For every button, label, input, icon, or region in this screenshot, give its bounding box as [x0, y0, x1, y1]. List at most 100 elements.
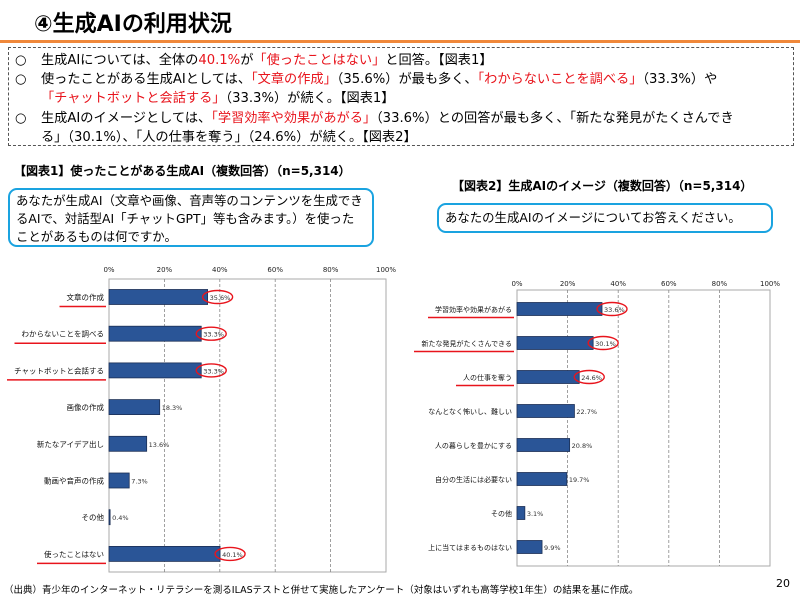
value-label: 0.4%	[112, 514, 129, 522]
highlight-circle	[587, 335, 619, 351]
category-label: 文章の作成	[67, 292, 105, 302]
x-tick-label: 80%	[712, 280, 728, 288]
figure2-question: あなたの生成AIのイメージについてお答えください。	[437, 203, 773, 233]
highlight-circle	[201, 289, 234, 305]
bar	[108, 399, 161, 416]
x-tick-label: 40%	[212, 266, 228, 274]
value-label: 7.3%	[131, 478, 148, 486]
value-label: 13.6%	[149, 441, 170, 449]
value-label: 19.7%	[569, 476, 590, 484]
category-label: なんとなく怖いし、難しい	[428, 407, 512, 416]
category-label: その他	[82, 512, 105, 522]
category-label: 自分の生活には必要ない	[435, 475, 512, 484]
category-label: チャットボットと会話する	[14, 365, 104, 375]
value-label: 33.6%	[604, 306, 625, 314]
summary-text: （35.6%）が最も多く、	[336, 72, 478, 88]
category-label: わからないことを調べる	[22, 329, 105, 339]
figure2-title: 【図表2】生成AIのイメージ（複数回答）（n=5,314）	[452, 179, 753, 193]
category-label: その他	[491, 509, 512, 518]
value-label: 33.3%	[203, 367, 224, 375]
bar	[516, 540, 543, 554]
x-tick-label: 20%	[560, 280, 576, 288]
value-label: 30.1%	[595, 340, 616, 348]
summary-text: る」（30.1%）、「人の仕事を奪う」（24.6%）が続く。【図表2】	[41, 129, 417, 145]
bar	[516, 336, 594, 350]
highlight-text: 「わからないことを調べる」	[477, 72, 643, 88]
highlight-circle	[195, 363, 227, 378]
bar	[108, 546, 221, 562]
x-tick-label: 100%	[376, 266, 396, 274]
bar	[108, 325, 202, 342]
value-label: 22.7%	[576, 408, 597, 416]
category-label: 上に当てはまるものはない	[428, 543, 512, 552]
value-label: 40.1%	[222, 551, 243, 559]
value-label: 18.3%	[162, 404, 183, 412]
x-tick-label: 60%	[661, 280, 677, 288]
summary-text: （33.6%）との回答が最も多く、「新たな発見がたくさんでき	[376, 110, 734, 126]
title-divider	[0, 40, 800, 43]
x-tick-label: 60%	[267, 266, 283, 274]
bullet-marker: ○	[15, 53, 27, 68]
bar	[108, 472, 130, 489]
category-label: 動画や音声の作成	[44, 476, 104, 486]
x-tick-label: 40%	[610, 280, 626, 288]
summary-line: 「チャットボットと会話する」（33.3%）が続く。【図表1】	[15, 89, 793, 108]
x-tick-label: 80%	[323, 266, 339, 274]
value-label: 9.9%	[544, 544, 561, 552]
summary-line: ○ 生成AIのイメージとしては、「学習効率や効果があがる」（33.6%）との回答が…	[15, 109, 793, 128]
bar	[516, 370, 580, 384]
summary-text: と回答。【図表1】	[385, 53, 493, 68]
summary-line: る」（30.1%）、「人の仕事を奪う」（24.6%）が続く。【図表2】	[15, 128, 793, 147]
summary-line: ○ 生成AIについては、全体の40.1%が「使ったことはない」と回答。【図表1】	[15, 51, 793, 70]
bar	[516, 404, 575, 418]
value-label: 33.3%	[203, 331, 224, 339]
category-label: 人の暮らしを豊かにする	[435, 441, 512, 450]
bar	[516, 302, 603, 316]
highlight-text: 「文章の作成」	[251, 72, 337, 88]
chart-2: 0% 20% 40% 60% 80% 100% 学習効率や効果があがる 33.6% 新たな発見が…	[414, 280, 780, 567]
category-label: 画像の作成	[67, 402, 105, 412]
value-label: 20.8%	[572, 442, 593, 450]
highlight-circle	[596, 301, 628, 317]
bar	[108, 435, 148, 452]
summary-text: が	[240, 53, 254, 68]
summary-text: 生成AIのイメージとしては、	[41, 110, 212, 126]
summary-box: ○ 生成AIについては、全体の40.1%が「使ったことはない」と回答。【図表1】 ○…	[8, 47, 794, 146]
highlight-text: 「チャットボットと会話する」	[41, 91, 226, 107]
plot-area	[516, 289, 771, 567]
bar	[516, 438, 571, 452]
page-number: 20	[776, 577, 790, 590]
x-tick-label: 0%	[511, 280, 522, 288]
category-label: 人の仕事を奪う	[463, 373, 512, 382]
category-label: 新たなアイデア出し	[37, 439, 104, 449]
highlight-text: 40.1%	[198, 53, 241, 68]
highlight-circle	[573, 369, 605, 385]
summary-line: ○ 使ったことがある生成AIとしては、「文章の作成」（35.6%）が最も多く、「わ…	[15, 70, 793, 89]
plot-area	[108, 278, 387, 573]
highlight-circle	[195, 326, 227, 341]
bullet-marker: ○	[15, 110, 27, 126]
x-tick-label: 100%	[760, 280, 780, 288]
bar	[108, 362, 202, 379]
x-tick-label: 20%	[157, 266, 173, 274]
chart-1: 0% 20% 40% 60% 80% 100% 文章の作成 35.6% わからないことを調べる 3…	[7, 266, 396, 573]
category-label: 新たな発見がたくさんできる	[421, 339, 512, 348]
category-label: 使ったことはない	[44, 549, 104, 559]
summary-text: 使ったことがある生成AIとしては、	[41, 72, 252, 88]
summary-text: （33.3%）や	[642, 72, 718, 88]
page-title: ④生成AIの利用状況	[34, 12, 232, 37]
figure1-title: 【図表1】使ったことがある生成AI（複数回答）（n=5,314）	[14, 164, 351, 178]
value-label: 3.1%	[527, 510, 544, 518]
highlight-text: 「学習効率や効果があがる」	[211, 110, 377, 126]
x-tick-label: 0%	[103, 266, 114, 274]
bar	[108, 289, 209, 305]
bar	[108, 509, 111, 526]
highlight-text: 「使ったことはない」	[253, 53, 386, 68]
summary-text: （33.3%）が続く。【図表1】	[225, 91, 395, 107]
highlight-circle	[214, 546, 246, 562]
bullet-marker: ○	[15, 72, 27, 88]
bar	[516, 472, 568, 486]
value-label: 24.6%	[581, 374, 602, 382]
summary-text: 生成AIについては、全体の	[41, 53, 199, 68]
